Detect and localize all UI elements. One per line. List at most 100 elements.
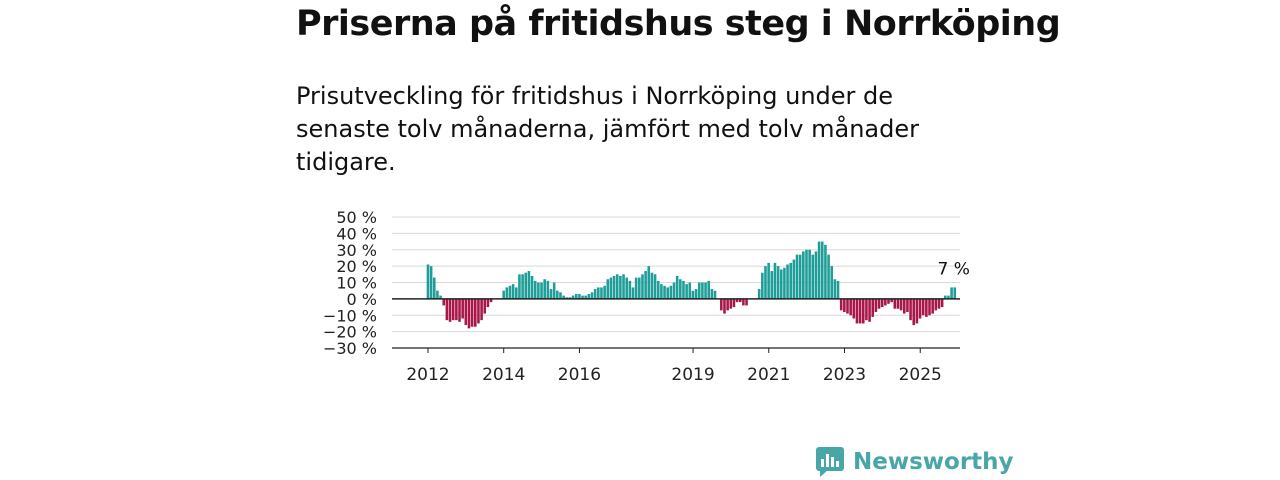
- bar: [634, 277, 638, 299]
- bar: [533, 280, 537, 299]
- bar: [928, 298, 931, 316]
- bar: [458, 298, 461, 322]
- bar: [742, 298, 745, 306]
- x-tick-label: 2019: [671, 365, 714, 385]
- bar: [628, 280, 632, 299]
- bar: [710, 289, 714, 299]
- bar: [805, 249, 808, 299]
- bar: [669, 285, 673, 299]
- bar: [921, 298, 925, 316]
- bar: [808, 249, 811, 299]
- bar: [836, 280, 840, 299]
- bars: [426, 241, 957, 329]
- bar: [738, 298, 742, 303]
- x-tick-label: 2023: [823, 365, 866, 385]
- bar: [704, 282, 707, 299]
- bar: [779, 269, 783, 299]
- bar: [909, 298, 912, 321]
- bar: [761, 272, 764, 299]
- y-tick-label: 0 %: [347, 290, 377, 309]
- bar: [770, 271, 774, 299]
- bar: [691, 290, 695, 299]
- bar: [524, 272, 528, 299]
- bar: [461, 298, 464, 319]
- bar: [830, 266, 834, 299]
- bar: [638, 277, 641, 299]
- bar: [947, 295, 950, 299]
- bar: [688, 282, 692, 299]
- bar: [912, 298, 916, 326]
- bar: [896, 298, 900, 309]
- bar: [786, 264, 789, 299]
- y-tick-label: 40 %: [336, 224, 377, 243]
- bar: [707, 280, 710, 299]
- bar: [578, 293, 581, 299]
- bar: [584, 295, 587, 299]
- bar: [625, 277, 628, 299]
- bar: [442, 298, 446, 306]
- brand-name: Newsworthy: [853, 449, 1014, 475]
- bar: [439, 295, 442, 299]
- y-tick-label: 10 %: [336, 274, 377, 293]
- bar: [820, 241, 824, 299]
- last-value-annotation: 7 %: [938, 259, 970, 279]
- bar: [606, 279, 610, 299]
- bar: [631, 287, 635, 299]
- bar: [934, 298, 938, 311]
- bar: [508, 285, 512, 299]
- page-title: Priserna på fritidshus steg i Norrköping: [296, 4, 1061, 44]
- bar: [666, 287, 669, 299]
- bar: [943, 295, 947, 299]
- bar: [783, 267, 786, 299]
- newsworthy-logo-icon: [816, 447, 844, 477]
- bar: [726, 298, 729, 311]
- bar: [562, 295, 565, 299]
- bar: [603, 285, 606, 299]
- bar: [489, 298, 493, 303]
- bar: [893, 298, 897, 309]
- bar: [682, 280, 685, 299]
- bar: [884, 298, 887, 306]
- bar: [773, 262, 777, 299]
- bar: [940, 298, 944, 308]
- bar: [574, 293, 578, 299]
- bar: [581, 295, 584, 299]
- bar: [789, 262, 793, 299]
- bar: [511, 284, 515, 299]
- bar: [735, 298, 739, 303]
- bar: [858, 298, 862, 324]
- bar: [798, 254, 802, 299]
- bar: [745, 298, 748, 306]
- bar: [729, 298, 733, 309]
- x-tick-label: 2014: [482, 365, 525, 385]
- bar: [600, 287, 603, 299]
- bar: [619, 275, 622, 299]
- bar: [817, 241, 821, 299]
- y-tick-label: 30 %: [336, 241, 377, 260]
- bar: [549, 289, 553, 299]
- bar: [874, 298, 878, 312]
- bar: [697, 282, 701, 299]
- bar: [473, 298, 477, 327]
- bar: [571, 295, 575, 299]
- y-tick-labels: 50 %40 %30 %20 %10 %0 %−10 %−20 %−30 %: [323, 208, 377, 358]
- bar: [839, 298, 843, 311]
- bar: [931, 298, 934, 314]
- bar: [467, 298, 471, 329]
- bar: [505, 287, 509, 299]
- bar: [644, 271, 647, 299]
- bar: [795, 254, 799, 299]
- bar: [880, 298, 884, 308]
- bar: [653, 274, 657, 299]
- bar: [552, 282, 556, 299]
- bar: [906, 298, 909, 312]
- bar: [701, 282, 704, 299]
- bar: [546, 280, 550, 299]
- bar: [464, 298, 468, 326]
- bar: [445, 298, 449, 321]
- bar: [890, 298, 893, 303]
- bar: [827, 254, 830, 299]
- bar: [663, 285, 666, 299]
- bar: [843, 298, 846, 312]
- bar: [429, 266, 433, 299]
